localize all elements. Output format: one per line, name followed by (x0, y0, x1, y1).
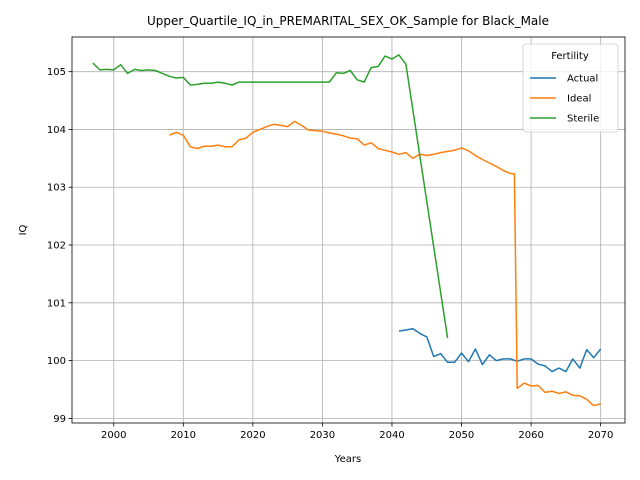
x-tick-label: 2010 (171, 430, 196, 441)
x-tick-label: 2040 (379, 430, 404, 441)
x-tick-label: 2020 (240, 430, 265, 441)
y-tick-label: 105 (47, 67, 66, 78)
legend-title: Fertility (551, 51, 589, 62)
legend: Fertility Actual Ideal Sterile (522, 43, 619, 133)
y-tick-label: 99 (53, 414, 66, 425)
y-tick-label: 100 (47, 356, 66, 367)
legend-label-actual: Actual (567, 74, 598, 85)
x-tick-label: 2030 (310, 430, 335, 441)
x-tick-label: 2060 (518, 430, 543, 441)
y-tick-label: 101 (47, 298, 66, 309)
y-axis: 99 100 101 102 103 104 105 (47, 67, 72, 425)
y-tick-label: 102 (47, 241, 66, 252)
x-axis: 2000 2010 2020 2030 2040 2050 2060 2070 (101, 423, 613, 441)
series-layer (92, 54, 602, 407)
legend-label-sterile: Sterile (567, 114, 599, 125)
y-axis-label: IQ (18, 224, 29, 235)
legend-box (522, 43, 619, 133)
legend-label-ideal: Ideal (567, 94, 591, 105)
x-tick-label: 2050 (449, 430, 474, 441)
plot-frame (71, 36, 626, 424)
x-tick-label: 2000 (101, 430, 126, 441)
series-line-actual (398, 328, 602, 373)
x-axis-label: Years (334, 454, 361, 465)
y-tick-label: 104 (47, 125, 66, 136)
y-tick-label: 103 (47, 183, 66, 194)
x-tick-label: 2070 (588, 430, 613, 441)
chart-title: Upper_Quartile_IQ_in_PREMARITAL_SEX_OK_S… (147, 14, 549, 28)
series-line-ideal (169, 120, 601, 407)
series-line-sterile (92, 54, 449, 339)
